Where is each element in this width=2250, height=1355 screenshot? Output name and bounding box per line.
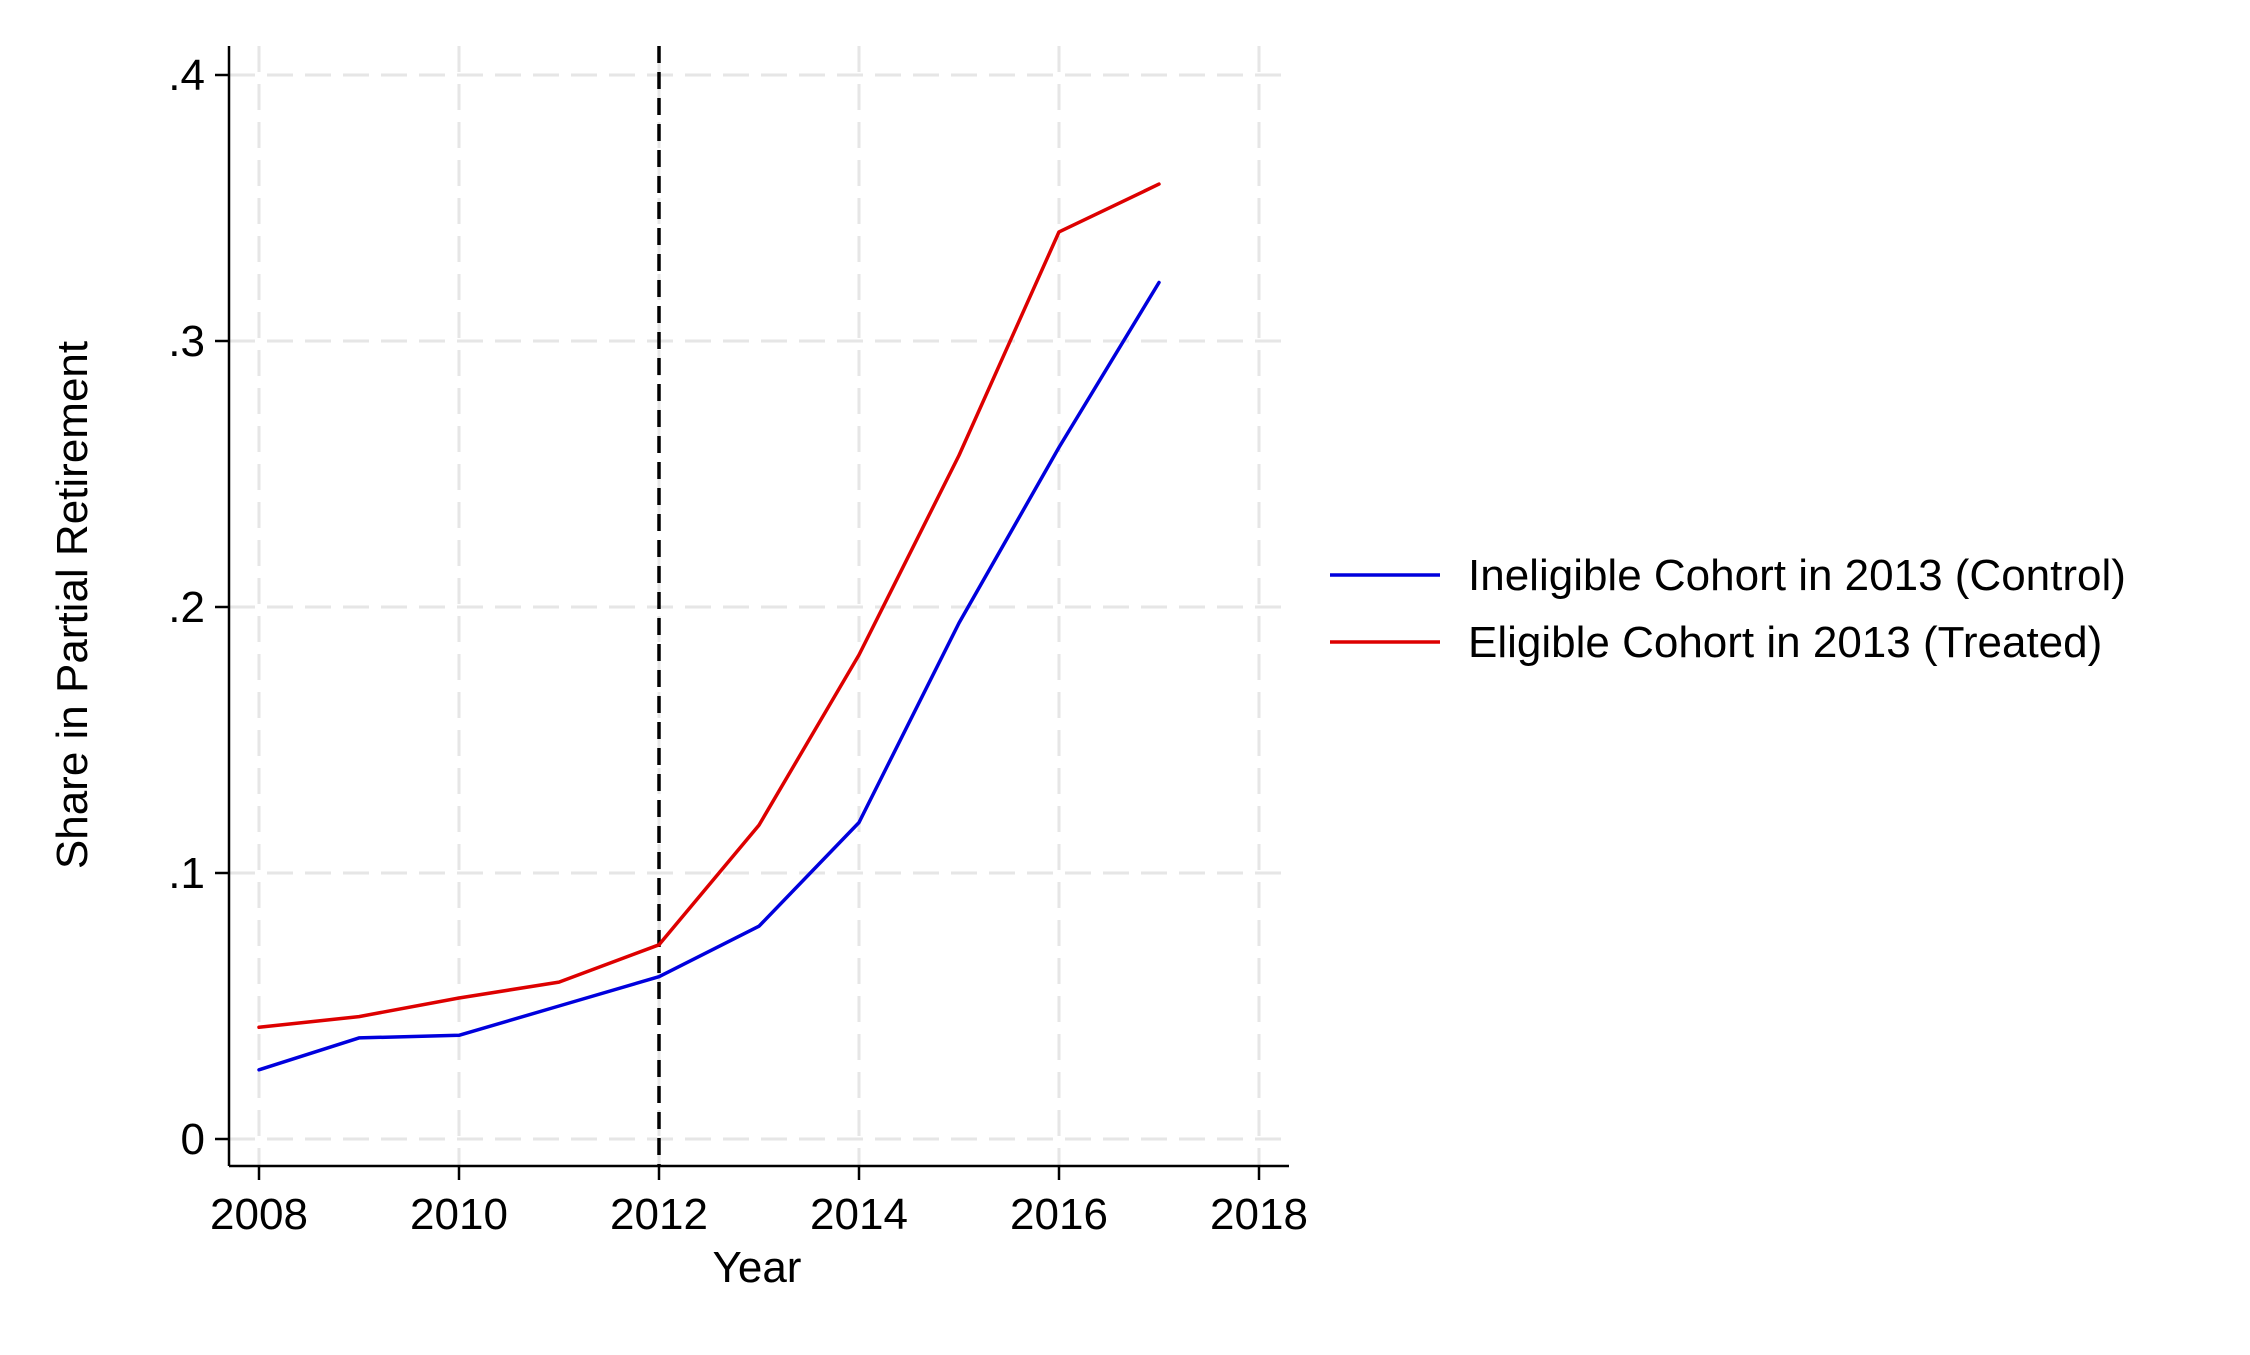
series-lines xyxy=(257,182,1161,1072)
x-axis-title: Year xyxy=(713,1243,802,1292)
tick-labels: 0 .1 .2 .3 .4 2008 2010 2012 2014 2016 2018 xyxy=(168,51,1308,1239)
axes xyxy=(215,46,1289,1180)
series-line-2 xyxy=(257,182,1161,1030)
y-tick-label: .1 xyxy=(168,849,205,898)
legend: Ineligible Cohort in 2013 (Control) Eligi… xyxy=(1330,551,2126,667)
y-tick-label: .3 xyxy=(168,317,205,366)
x-tick-label: 2008 xyxy=(210,1190,308,1239)
y-tick-label: 0 xyxy=(181,1115,205,1164)
legend-label-2: Eligible Cohort in 2013 (Treated) xyxy=(1468,618,2102,667)
y-tick-label: .2 xyxy=(168,583,205,632)
x-tick-label: 2012 xyxy=(610,1190,708,1239)
x-tick-label: 2018 xyxy=(1210,1190,1308,1239)
y-axis-title: Share in Partial Retirement xyxy=(48,341,97,869)
legend-label-1: Ineligible Cohort in 2013 (Control) xyxy=(1468,551,2126,600)
x-tick-label: 2014 xyxy=(810,1190,908,1239)
series-line-1 xyxy=(257,280,1161,1072)
x-tick-label: 2010 xyxy=(410,1190,508,1239)
gridlines xyxy=(229,46,1289,1166)
y-tick-label: .4 xyxy=(168,51,205,100)
x-tick-label: 2016 xyxy=(1010,1190,1108,1239)
